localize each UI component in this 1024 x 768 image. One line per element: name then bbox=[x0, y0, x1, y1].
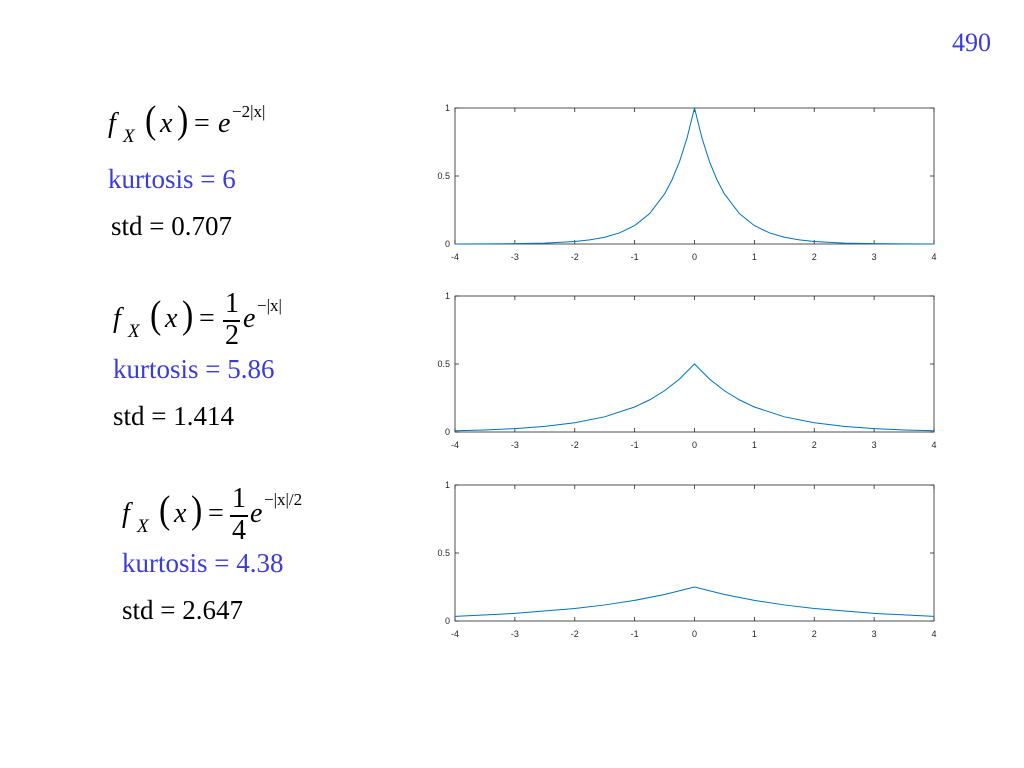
y-tick-label: 0.5 bbox=[437, 171, 450, 181]
y-tick-label: 1 bbox=[445, 103, 450, 113]
x-tick-label: 4 bbox=[931, 440, 936, 450]
kurtosis-label: kurtosis = 5.86 bbox=[113, 354, 275, 384]
x-tick-label: -1 bbox=[631, 252, 639, 262]
x-tick-label: -2 bbox=[571, 629, 579, 639]
x-tick-label: -3 bbox=[511, 252, 519, 262]
formula-base: e bbox=[243, 303, 256, 334]
formula-paren-close: ) bbox=[191, 489, 203, 532]
panel-1-text: f X ( x ) = e −2|x| kurtosis = 6 std = 0… bbox=[108, 96, 348, 242]
formula-subscript: X bbox=[123, 126, 135, 147]
x-tick-label: 1 bbox=[752, 252, 757, 262]
y-tick-label: 1 bbox=[445, 291, 450, 301]
formula-paren-close: ) bbox=[182, 294, 194, 337]
y-tick-label: 0 bbox=[445, 427, 450, 437]
y-tick-label: 0 bbox=[445, 616, 450, 626]
formula-denominator: 4 bbox=[232, 515, 246, 546]
x-tick-label: 0 bbox=[692, 440, 697, 450]
formula-paren-close: ) bbox=[177, 99, 189, 142]
x-tick-label: -4 bbox=[451, 629, 459, 639]
x-tick-label: 0 bbox=[692, 629, 697, 639]
y-tick-label: 0 bbox=[445, 239, 450, 249]
formula-paren-open: ( bbox=[145, 99, 157, 142]
pdf-formula-1: f X ( x ) = e −2|x| bbox=[108, 96, 348, 162]
chart-laplace-b05: -4 -3 -2 -1 0 1 2 3 4 0 0.5 1 bbox=[437, 103, 936, 262]
formula-exponent: −|x|/2 bbox=[264, 490, 303, 509]
formula-equals: = bbox=[199, 303, 215, 334]
x-tick-label: 3 bbox=[872, 440, 877, 450]
formula-var: x bbox=[174, 498, 187, 529]
x-tick-label: 4 bbox=[931, 629, 936, 639]
x-tick-label: 3 bbox=[872, 629, 877, 639]
formula-exponent: −|x| bbox=[257, 296, 282, 315]
chart-laplace-b2: -4 -3 -2 -1 0 1 2 3 4 0 0.5 1 bbox=[437, 480, 936, 639]
pdf-formula-3: f X ( x ) = 1 4 e −|x|/2 bbox=[122, 483, 362, 550]
formula-denominator: 2 bbox=[225, 320, 239, 351]
x-tick-label: -3 bbox=[511, 629, 519, 639]
x-tick-label: 1 bbox=[752, 629, 757, 639]
x-tick-label: 2 bbox=[812, 440, 817, 450]
x-tick-label: -4 bbox=[451, 440, 459, 450]
formula-var: x bbox=[160, 108, 173, 139]
formula-numerator: 1 bbox=[225, 288, 239, 319]
formula-numerator: 1 bbox=[232, 483, 246, 514]
formula-f: f bbox=[122, 498, 130, 529]
formula-base: e bbox=[250, 498, 263, 529]
plot-axes-box bbox=[454, 107, 935, 245]
formula-subscript: X bbox=[137, 516, 149, 537]
x-tick-label: 2 bbox=[812, 629, 817, 639]
formula-f: f bbox=[113, 303, 121, 334]
panel-2-text: f X ( x ) = 1 2 e −|x| kurtosis = 5.86 s… bbox=[113, 288, 353, 432]
x-tick-label: 3 bbox=[872, 252, 877, 262]
y-tick-label: 0.5 bbox=[437, 548, 450, 558]
std-label: std = 0.707 bbox=[111, 211, 232, 241]
panel-3-text: f X ( x ) = 1 4 e −|x|/2 kurtosis = 4.38… bbox=[122, 483, 362, 626]
x-tick-label: 0 bbox=[692, 252, 697, 262]
y-tick-label: 0.5 bbox=[437, 359, 450, 369]
formula-subscript: X bbox=[128, 321, 140, 342]
formula-paren-open: ( bbox=[150, 294, 162, 337]
formula-f: f bbox=[108, 108, 116, 139]
x-tick-label: -1 bbox=[631, 629, 639, 639]
x-tick-label: -3 bbox=[511, 440, 519, 450]
formula-paren-open: ( bbox=[159, 489, 171, 532]
plot-axes-box bbox=[454, 484, 935, 622]
x-tick-label: -2 bbox=[571, 252, 579, 262]
kurtosis-label: kurtosis = 6 bbox=[108, 164, 236, 194]
page-number: 490 bbox=[952, 28, 991, 57]
formula-var: x bbox=[165, 303, 178, 334]
x-tick-label: -1 bbox=[631, 440, 639, 450]
x-tick-label: 1 bbox=[752, 440, 757, 450]
x-tick-label: -4 bbox=[451, 252, 459, 262]
x-tick-label: -2 bbox=[571, 440, 579, 450]
fraction-bar bbox=[230, 515, 248, 517]
fraction-bar bbox=[223, 320, 240, 322]
pdf-formula-2: f X ( x ) = 1 2 e −|x| bbox=[113, 288, 353, 352]
formula-equals: = bbox=[194, 108, 210, 139]
kurtosis-label: kurtosis = 4.38 bbox=[122, 548, 284, 578]
std-label: std = 1.414 bbox=[113, 401, 234, 431]
formula-equals: = bbox=[208, 498, 224, 529]
formula-exponent: −2|x| bbox=[232, 102, 266, 121]
formula-base: e bbox=[218, 108, 231, 139]
std-label: std = 2.647 bbox=[122, 595, 243, 625]
chart-laplace-b1: -4 -3 -2 -1 0 1 2 3 4 0 0.5 1 bbox=[437, 291, 936, 450]
y-tick-label: 1 bbox=[445, 480, 450, 490]
x-tick-label: 2 bbox=[812, 252, 817, 262]
x-tick-label: 4 bbox=[931, 252, 936, 262]
